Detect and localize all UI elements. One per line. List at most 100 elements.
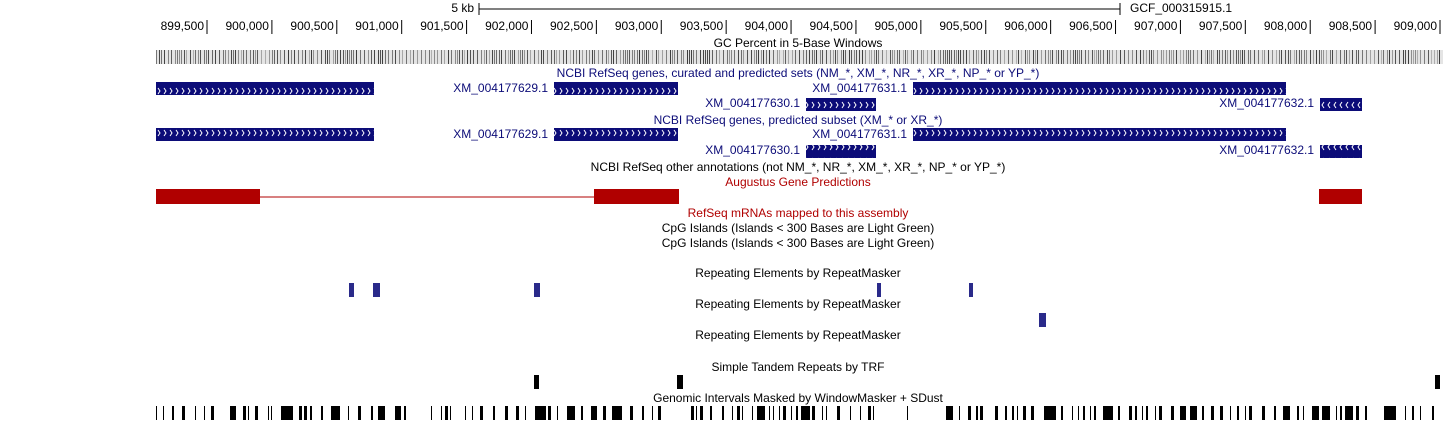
gc-window [277, 50, 278, 64]
gc-window [934, 50, 935, 64]
gc-window [986, 50, 987, 64]
gc-window [374, 50, 375, 64]
track-label: NCBI RefSeq genes, curated and predicted… [557, 66, 1040, 80]
gene-strand [806, 98, 876, 111]
ruler-label: 907,500 [1199, 19, 1243, 33]
gc-window [492, 50, 493, 64]
gc-window [473, 50, 474, 64]
exon [1319, 189, 1362, 204]
gc-window [1025, 50, 1026, 64]
masked-interval [691, 406, 694, 420]
gc-window [788, 50, 789, 64]
gc-window [1207, 50, 1208, 64]
gene-strand [156, 128, 374, 141]
masked-interval [1322, 406, 1330, 420]
gc-window [1219, 50, 1220, 64]
repeat [877, 283, 881, 297]
masked-interval [535, 406, 546, 420]
masked-interval [1340, 406, 1342, 420]
gc-window [364, 50, 365, 64]
tandem-repeat [1435, 375, 1440, 389]
gc-window [1383, 50, 1384, 64]
gc-window [1225, 50, 1226, 64]
gc-window [1112, 50, 1113, 64]
masked-interval [591, 406, 597, 420]
gc-window [876, 50, 877, 64]
gc-window [758, 50, 759, 64]
gc-window [1310, 50, 1311, 64]
masked-interval [976, 406, 978, 420]
gc-window [913, 50, 914, 64]
masked-interval [1420, 406, 1421, 420]
gc-window [477, 50, 478, 64]
gc-window [464, 50, 465, 64]
masked-interval [1245, 406, 1246, 420]
gc-window [340, 50, 341, 64]
gc-window [703, 50, 704, 64]
gc-window [246, 50, 247, 64]
gc-window [966, 50, 967, 64]
masked-interval [1237, 406, 1239, 420]
ruler-label: 906,000 [1004, 19, 1048, 33]
gc-window [1075, 50, 1076, 64]
gc-window [496, 50, 497, 64]
gc-window [1048, 50, 1049, 64]
gc-window [171, 50, 172, 64]
gc-window [302, 50, 303, 64]
gc-window [1163, 50, 1164, 64]
gc-window [208, 50, 209, 64]
gc-window [1085, 50, 1086, 64]
gc-window [973, 50, 974, 64]
gc-window [1100, 50, 1101, 64]
masked-interval [268, 406, 269, 420]
gc-window [731, 50, 732, 64]
masked-interval [1432, 406, 1434, 420]
gc-window [1186, 50, 1187, 64]
gc-window [406, 50, 407, 64]
gc-window [1169, 50, 1170, 64]
gc-window [625, 50, 626, 64]
gc-window [233, 50, 234, 64]
masked-interval [441, 406, 442, 420]
gc-window [1027, 50, 1028, 64]
gc-window [1408, 50, 1409, 64]
gc-window [1403, 50, 1404, 64]
masked-interval [1103, 406, 1113, 420]
masked-interval [850, 406, 851, 420]
gc-window [1233, 50, 1234, 64]
masked-interval [801, 406, 810, 420]
masked-interval [658, 406, 661, 420]
gc-window [1428, 50, 1429, 64]
masked-interval [1017, 406, 1018, 420]
gc-window [1213, 50, 1214, 64]
masked-interval [358, 406, 361, 420]
gc-window [186, 50, 187, 64]
gc-window [161, 50, 162, 64]
gc-window [1288, 50, 1289, 64]
gc-window [799, 50, 800, 64]
gc-window [1041, 50, 1042, 64]
gc-window [1323, 50, 1324, 64]
masked-intervals [156, 406, 1434, 420]
masked-interval [505, 406, 508, 420]
gc-window [1236, 50, 1237, 64]
gc-window [816, 50, 817, 64]
track-label: CpG Islands (Islands < 300 Bases are Lig… [662, 236, 934, 250]
gc-window [608, 50, 609, 64]
repeat [373, 283, 380, 297]
gene-strand [554, 82, 678, 95]
gc-window [349, 50, 350, 64]
gc-window [499, 50, 500, 64]
gc-window [756, 50, 757, 64]
masked-interval [1012, 406, 1014, 420]
gc-window [637, 50, 638, 64]
gc-window [1067, 50, 1068, 64]
gc-window [1037, 50, 1038, 64]
gc-window [534, 50, 535, 64]
gc-window [785, 50, 786, 64]
gc-window [1149, 50, 1150, 64]
masked-interval [331, 406, 340, 420]
gc-window [255, 50, 256, 64]
gc-window [674, 50, 675, 64]
